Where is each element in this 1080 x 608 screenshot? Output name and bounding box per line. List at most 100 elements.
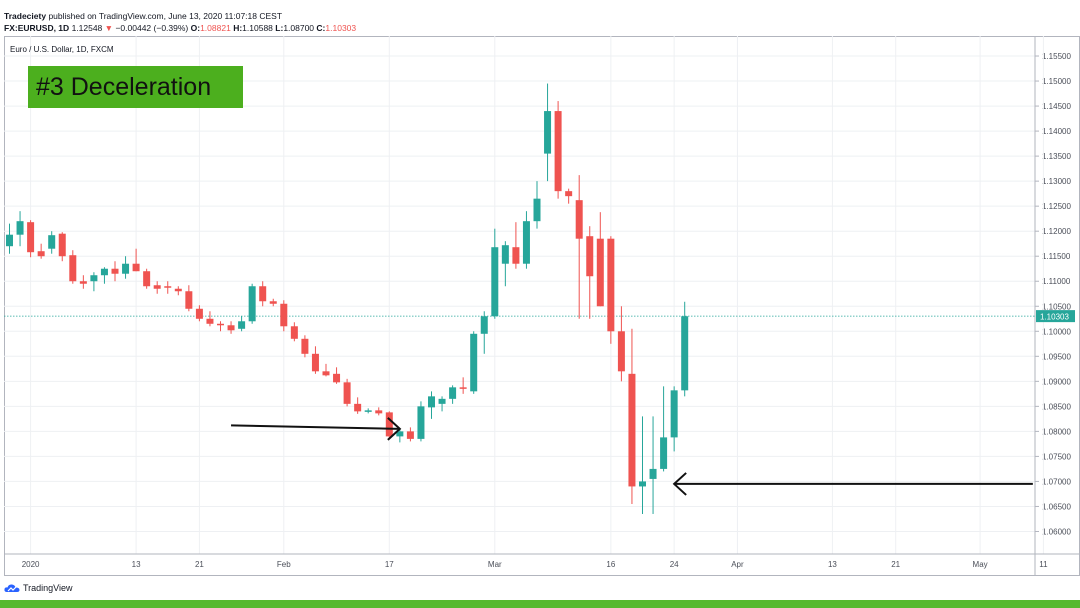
candle-bullish (100, 268, 108, 276)
candle-bearish (617, 331, 625, 372)
candle-bearish (37, 251, 45, 257)
deceleration-label: #3 Deceleration (28, 66, 243, 108)
y-tick-label: 1.13000 (1042, 177, 1071, 186)
y-tick-label: 1.14000 (1042, 127, 1071, 136)
candle-bullish (449, 387, 457, 399)
y-tick-label: 1.12500 (1042, 202, 1071, 211)
y-tick-label: 1.07500 (1042, 452, 1071, 461)
y-tick-label: 1.11500 (1042, 252, 1071, 261)
chart-symbol-title: Euro / U.S. Dollar, 1D, FXCM (10, 45, 114, 54)
candle-bearish (259, 286, 267, 302)
candle-bearish (628, 373, 636, 487)
candle-bearish (354, 403, 362, 412)
y-tick-label: 1.11000 (1042, 277, 1071, 286)
candlestick-chart[interactable]: 1.15500 1.15000 1.14500 1.14000 1.13500 1.130… (4, 36, 1080, 576)
candle-bullish (16, 221, 24, 235)
bottom-strip (0, 600, 1080, 608)
y-tick-label: 1.09000 (1042, 377, 1071, 386)
publish-info: published on TradingView.com, June 13, 2… (48, 11, 283, 21)
x-tick-label: 21 (891, 560, 900, 569)
candle-bullish (670, 390, 678, 438)
author-name: Tradeciety (4, 11, 47, 21)
candle-bearish (58, 233, 66, 257)
candle-bearish (406, 431, 414, 439)
tradingview-logo: TradingView (4, 583, 73, 593)
symbol-label: FX:EURUSD, 1D (4, 23, 70, 33)
arrow-left-icon (672, 472, 687, 496)
candle-bearish (343, 382, 351, 404)
last-price-badge (1036, 310, 1075, 323)
candle-bearish (111, 268, 119, 274)
candle-bullish (533, 198, 541, 222)
candle-bullish (491, 247, 499, 317)
candle-bearish (607, 238, 615, 332)
candle-bullish (501, 245, 509, 264)
x-tick-label: Mar (488, 560, 502, 569)
down-arrow-icon: ▼ (104, 23, 114, 33)
candle-bearish (333, 373, 341, 383)
last-price-label: 1.10303 (1040, 313, 1069, 322)
x-tick-label: 16 (606, 560, 615, 569)
x-tick-label: Feb (277, 560, 291, 569)
candle-bullish (480, 316, 488, 334)
candle-bullish (417, 406, 425, 439)
annotation-arrow-shaft (231, 424, 400, 430)
candle-bullish (248, 286, 256, 322)
candle-bearish (206, 318, 214, 324)
x-tick-label: 13 (828, 560, 837, 569)
y-tick-label: 1.08000 (1042, 427, 1071, 436)
candle-bearish (385, 412, 393, 437)
candle-bearish (280, 303, 288, 327)
candle-bearish (217, 323, 224, 326)
y-tick-label: 1.15500 (1042, 52, 1071, 61)
high-label: H: (233, 23, 243, 33)
candle-bearish (301, 338, 309, 354)
y-tick-label: 1.08500 (1042, 402, 1071, 411)
candle-bearish (322, 371, 330, 376)
x-tick-label: 24 (670, 560, 679, 569)
x-tick-label: 11 (1039, 560, 1048, 569)
candle-bearish (143, 271, 151, 287)
candle-bearish (596, 238, 604, 307)
y-tick-label: 1.12000 (1042, 227, 1071, 236)
cloud-icon (4, 584, 20, 592)
candle-bearish (311, 353, 319, 372)
low-value: 1.08700 (283, 23, 315, 33)
candle-bearish (375, 410, 383, 414)
candle-bearish (132, 263, 140, 272)
candle-bearish (269, 301, 277, 304)
candle-bearish (164, 286, 172, 288)
x-tick-label: 21 (195, 560, 204, 569)
candle-bullish (122, 263, 130, 274)
candle-bearish (290, 326, 298, 339)
candle-bullish (6, 234, 13, 247)
close-label: C: (316, 23, 326, 33)
x-tick-label: 17 (385, 560, 394, 569)
candle-bearish (153, 285, 161, 289)
candle-bullish (639, 481, 646, 487)
candle-bullish (48, 235, 56, 249)
candle-bearish (227, 325, 235, 331)
x-tick-label: May (973, 560, 988, 569)
candle-bearish (195, 308, 203, 319)
low-label: L: (275, 23, 284, 33)
publish-header: Tradeciety published on TradingView.com,… (4, 10, 356, 34)
x-tick-label: 2020 (22, 560, 40, 569)
last-price: 1.12548 (71, 23, 103, 33)
candle-bullish (470, 333, 478, 392)
candle-bullish (428, 396, 435, 408)
arrow-right-icon (387, 417, 402, 441)
candle-bullish (649, 468, 657, 479)
candle-bearish (554, 111, 562, 192)
candle-bearish (79, 281, 87, 284)
x-tick-label: 13 (132, 560, 141, 569)
candle-bearish (586, 236, 594, 277)
y-tick-label: 1.13500 (1042, 152, 1071, 161)
x-tick-label: Apr (731, 560, 744, 569)
y-tick-label: 1.14500 (1042, 102, 1071, 111)
candle-bullish (438, 398, 446, 404)
close-value: 1.10303 (325, 23, 357, 33)
footer-brand: TradingView (23, 583, 73, 593)
y-tick-label: 1.06500 (1042, 502, 1071, 511)
candle-bearish (27, 222, 35, 253)
